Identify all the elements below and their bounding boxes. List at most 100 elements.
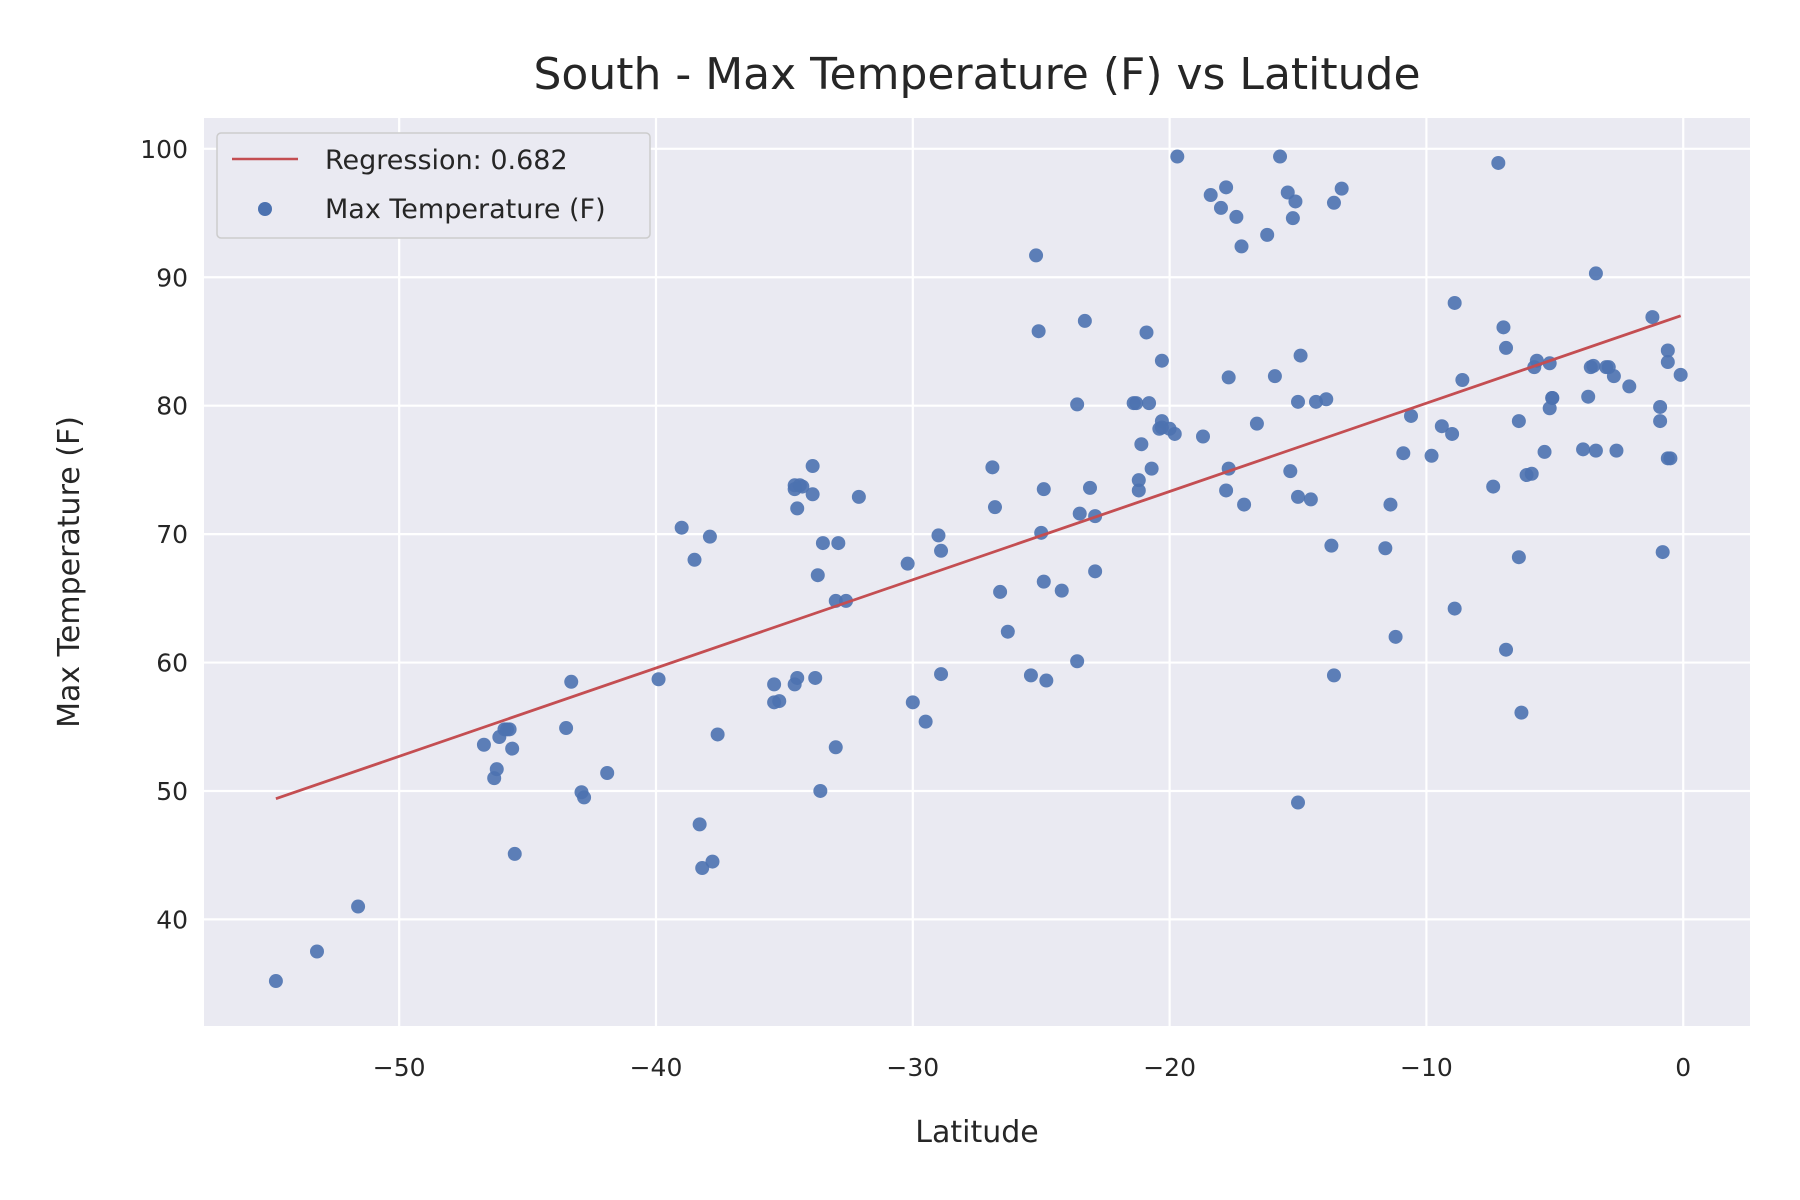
data-point <box>1131 483 1146 498</box>
data-point <box>1524 466 1539 481</box>
y-tick-label: 100 <box>140 135 188 164</box>
data-point <box>1273 149 1288 164</box>
x-tick-label: −50 <box>373 1053 426 1082</box>
data-point <box>1537 444 1552 459</box>
data-point <box>1000 624 1015 639</box>
data-point <box>1455 372 1470 387</box>
data-point <box>1054 583 1069 598</box>
data-point <box>502 722 517 737</box>
plot-background <box>204 118 1750 1026</box>
data-point <box>1260 227 1275 242</box>
data-point <box>1291 394 1306 409</box>
data-point <box>309 944 324 959</box>
data-point <box>559 721 574 736</box>
data-point <box>985 460 1000 475</box>
data-point <box>1663 451 1678 466</box>
data-point <box>772 694 787 709</box>
data-point <box>1383 497 1398 512</box>
data-point <box>695 861 710 876</box>
data-point <box>674 520 689 535</box>
data-point <box>1576 442 1591 457</box>
data-point <box>1237 497 1252 512</box>
data-point <box>828 740 843 755</box>
regression-line-group <box>275 314 1682 801</box>
data-point <box>790 501 805 516</box>
data-point <box>1586 358 1601 373</box>
x-axis-label: Latitude <box>915 1115 1038 1150</box>
data-point <box>710 727 725 742</box>
y-tick-label: 60 <box>156 649 188 678</box>
data-point <box>1653 399 1668 414</box>
data-point <box>1213 200 1228 215</box>
data-point <box>987 500 1002 515</box>
data-point <box>813 783 828 798</box>
data-point <box>1396 446 1411 461</box>
data-point <box>489 762 504 777</box>
data-point <box>918 714 933 729</box>
y-tick-label: 70 <box>156 520 188 549</box>
data-point <box>1219 483 1234 498</box>
data-point <box>1499 642 1514 657</box>
data-point <box>1511 550 1526 565</box>
data-point <box>1511 414 1526 429</box>
data-point <box>505 741 520 756</box>
data-point <box>1324 538 1339 553</box>
data-point <box>1070 654 1085 669</box>
data-point <box>577 790 592 805</box>
data-point <box>1170 149 1185 164</box>
data-point <box>851 489 866 504</box>
data-point <box>651 672 666 687</box>
y-tick-label: 40 <box>156 905 188 934</box>
data-point <box>1673 367 1688 382</box>
data-point <box>1326 668 1341 683</box>
data-point <box>1031 324 1046 339</box>
data-point <box>1144 461 1159 476</box>
y-tick-label: 50 <box>156 777 188 806</box>
x-tick-labels: −50 −40 −30 −20 −10 0 <box>373 1053 1691 1082</box>
data-point <box>1285 211 1300 226</box>
data-point <box>1486 479 1501 494</box>
data-point <box>805 459 820 474</box>
data-point <box>1283 464 1298 479</box>
data-point <box>1267 369 1282 384</box>
data-point <box>1588 443 1603 458</box>
data-point <box>687 552 702 567</box>
data-point <box>351 899 366 914</box>
data-point <box>1609 443 1624 458</box>
data-point <box>1606 369 1621 384</box>
data-point <box>268 974 283 989</box>
data-point <box>1588 266 1603 281</box>
data-point <box>1039 673 1054 688</box>
data-point <box>1622 379 1637 394</box>
data-point <box>1229 209 1244 224</box>
x-tick-label: −40 <box>630 1053 683 1082</box>
data-point <box>1388 629 1403 644</box>
data-point <box>1496 320 1511 335</box>
regression-line <box>275 314 1682 801</box>
x-tick-label: 0 <box>1675 1053 1691 1082</box>
data-point <box>1434 419 1449 434</box>
data-point <box>1070 397 1085 412</box>
data-point <box>1139 325 1154 340</box>
data-point <box>1545 390 1560 405</box>
legend: Regression: 0.682 Max Temperature (F) <box>216 132 651 239</box>
data-point <box>1655 545 1670 560</box>
chart-title: South - Max Temperature (F) vs Latitude <box>533 49 1420 100</box>
y-tick-label: 90 <box>156 263 188 292</box>
data-point <box>792 478 807 493</box>
data-point <box>476 737 491 752</box>
data-point <box>1154 353 1169 368</box>
data-point <box>1447 601 1462 616</box>
data-point <box>1082 480 1097 495</box>
data-point <box>1660 343 1675 358</box>
legend-label-regression: Regression: 0.682 <box>325 145 568 176</box>
y-tick-label: 80 <box>156 392 188 421</box>
data-point <box>1499 340 1514 355</box>
data-point <box>1195 429 1210 444</box>
data-point <box>1660 355 1675 370</box>
data-point <box>993 584 1008 599</box>
data-point <box>1072 506 1087 521</box>
data-point <box>1404 408 1419 423</box>
data-point <box>1291 489 1306 504</box>
